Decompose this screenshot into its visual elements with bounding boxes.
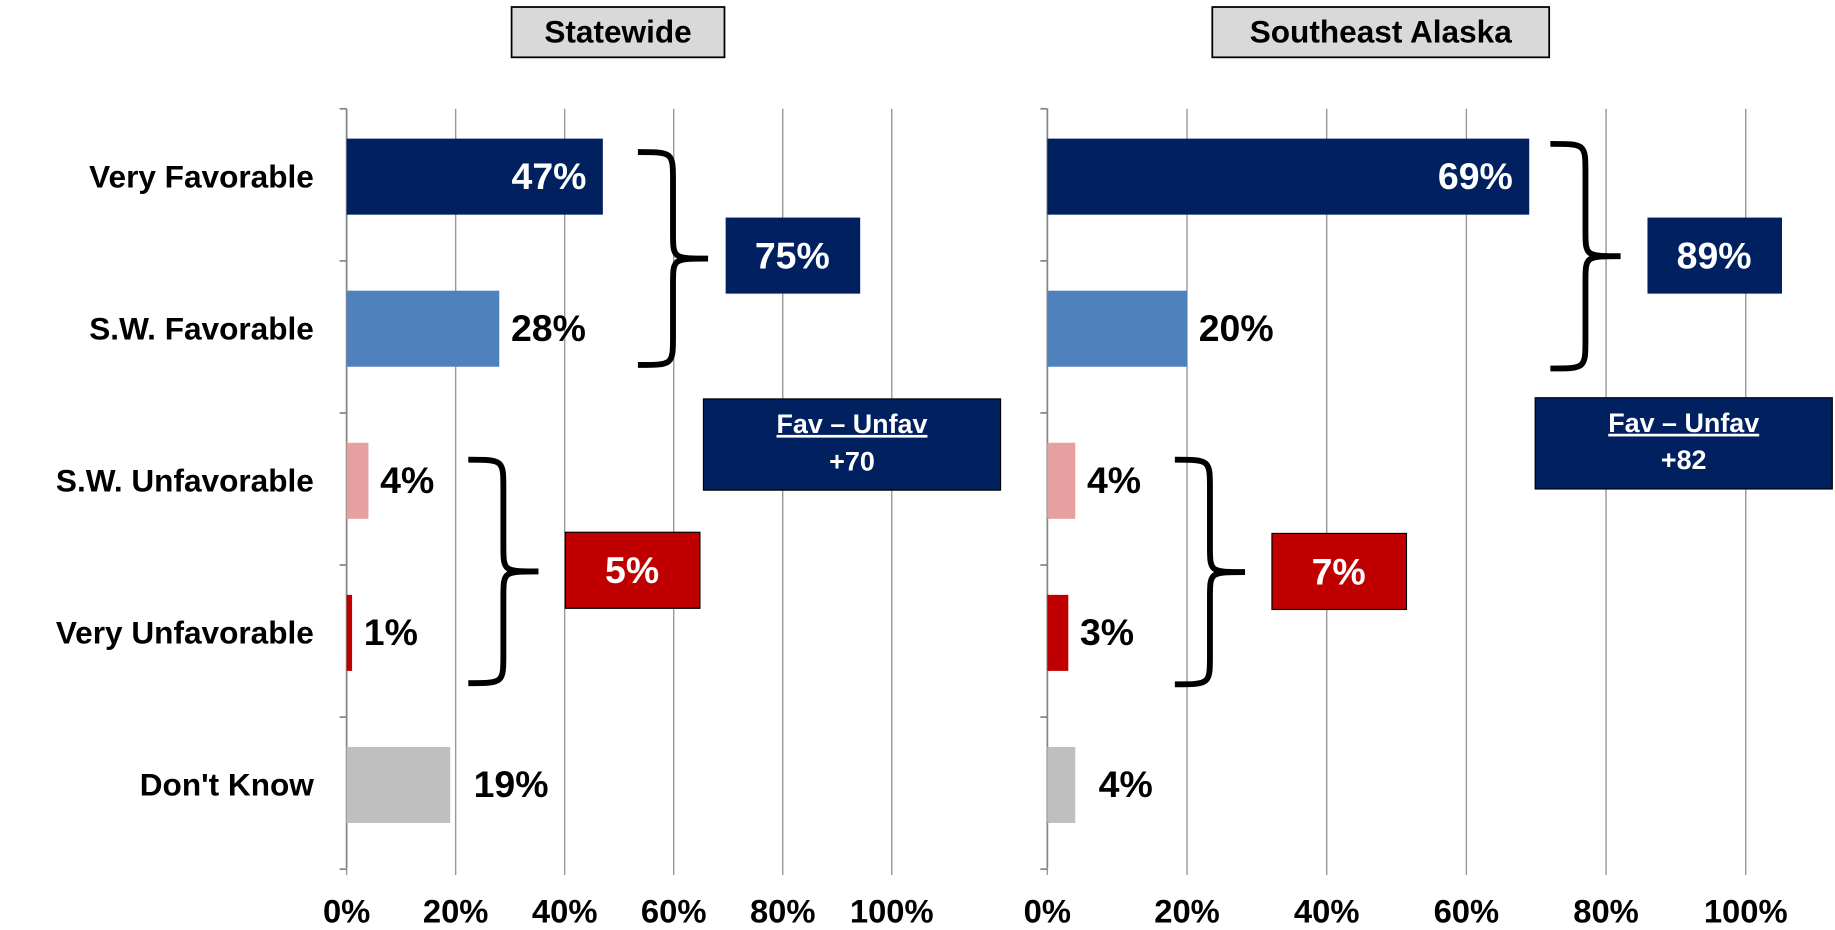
net-box bbox=[702, 398, 1002, 491]
brace bbox=[1174, 456, 1246, 688]
category-label: S.W. Favorable bbox=[89, 310, 314, 346]
value-label: 28% bbox=[511, 307, 586, 349]
value-label: 4% bbox=[380, 459, 434, 501]
x-tick-label: 60% bbox=[1434, 892, 1500, 929]
favorable-box bbox=[725, 217, 861, 294]
chart-title: Statewide bbox=[544, 13, 691, 49]
bar bbox=[346, 594, 353, 671]
net-label: Fav – Unfav bbox=[777, 409, 928, 439]
x-tick-label: 80% bbox=[1573, 892, 1639, 929]
value-label: 47% bbox=[512, 155, 587, 197]
value-label: 4% bbox=[1087, 459, 1141, 501]
x-tick-label: 20% bbox=[423, 892, 489, 929]
x-tick-label: 0% bbox=[1024, 892, 1071, 929]
category-label: Don't Know bbox=[140, 767, 315, 803]
category-label: S.W. Unfavorable bbox=[56, 462, 314, 498]
unfavorable-total: 5% bbox=[605, 549, 659, 591]
unfavorable-total: 7% bbox=[1312, 550, 1366, 592]
bar bbox=[346, 138, 603, 215]
unfavorable-box bbox=[1271, 532, 1408, 611]
x-tick-label: 100% bbox=[1704, 892, 1788, 929]
x-tick-label: 40% bbox=[1294, 892, 1360, 929]
bar bbox=[346, 442, 369, 519]
x-tick-label: 0% bbox=[323, 892, 370, 929]
value-label: 4% bbox=[1099, 763, 1153, 805]
net-box bbox=[1534, 397, 1833, 490]
bar bbox=[1047, 594, 1069, 671]
value-label: 20% bbox=[1199, 307, 1274, 349]
favorable-box bbox=[1647, 217, 1782, 294]
bar bbox=[1047, 290, 1188, 367]
brace bbox=[637, 149, 709, 368]
category-label: Very Favorable bbox=[89, 158, 314, 194]
brace bbox=[468, 456, 539, 687]
unfavorable-box bbox=[564, 531, 701, 609]
value-label: 69% bbox=[1438, 155, 1513, 197]
value-label: 3% bbox=[1080, 611, 1134, 653]
title-box bbox=[510, 6, 726, 59]
chart-title: Southeast Alaska bbox=[1250, 13, 1513, 49]
bar bbox=[346, 290, 500, 367]
brace bbox=[1550, 140, 1621, 372]
net-value: +70 bbox=[829, 446, 875, 476]
value-label: 1% bbox=[364, 611, 418, 653]
bar bbox=[1047, 442, 1076, 519]
value-label: 19% bbox=[474, 763, 549, 805]
x-tick-label: 40% bbox=[532, 892, 598, 929]
x-tick-label: 60% bbox=[641, 892, 707, 929]
favorable-total: 89% bbox=[1677, 234, 1752, 276]
x-tick-label: 20% bbox=[1154, 892, 1220, 929]
x-tick-label: 80% bbox=[750, 892, 816, 929]
x-tick-label: 100% bbox=[850, 892, 934, 929]
bar bbox=[1047, 138, 1530, 215]
bar bbox=[1047, 746, 1076, 823]
net-label: Fav – Unfav bbox=[1608, 408, 1759, 438]
title-box bbox=[1211, 6, 1551, 59]
net-value: +82 bbox=[1661, 445, 1707, 475]
category-label: Very Unfavorable bbox=[56, 615, 314, 651]
bar bbox=[346, 746, 451, 823]
favorable-total: 75% bbox=[755, 234, 830, 276]
